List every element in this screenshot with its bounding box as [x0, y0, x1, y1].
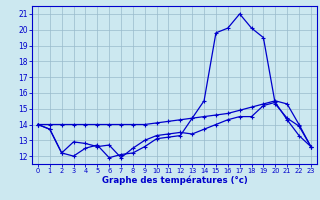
- X-axis label: Graphe des températures (°c): Graphe des températures (°c): [101, 176, 247, 185]
